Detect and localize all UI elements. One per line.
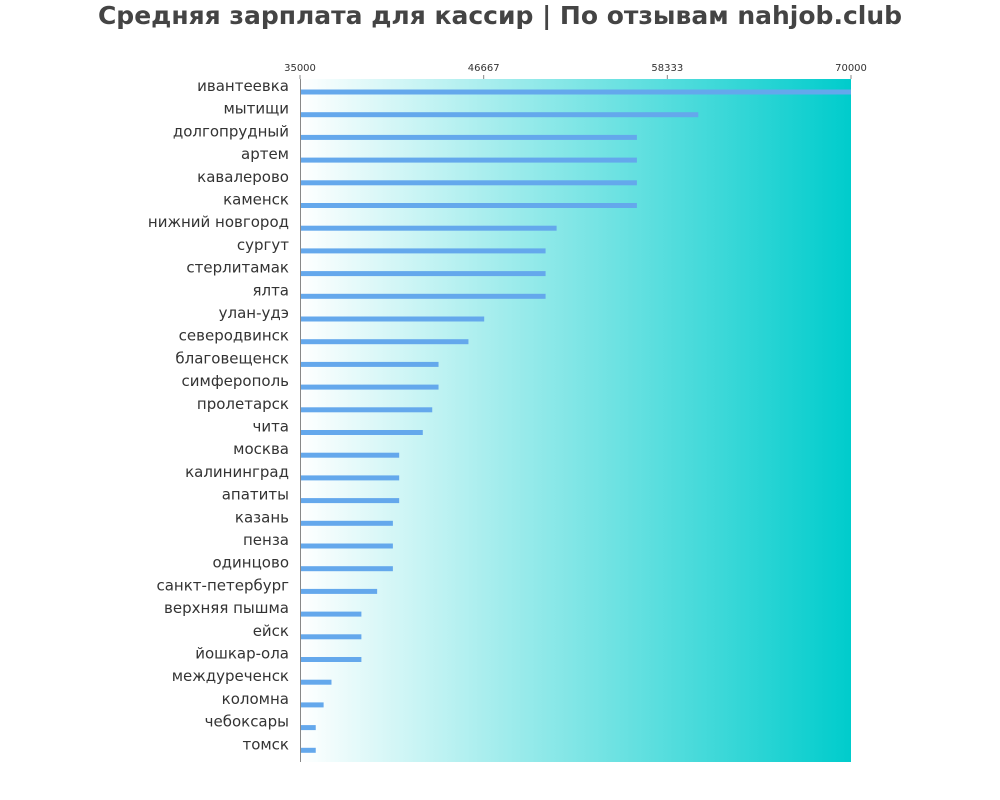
x-tick-label: 58333	[651, 63, 683, 74]
bar-19	[300, 520, 393, 526]
chart-title: Средняя зарплата для кассир | По отзывам…	[97, 1, 903, 30]
category-label: долгопрудный	[173, 122, 289, 140]
bar-10	[300, 316, 485, 322]
bar-0	[300, 89, 851, 95]
bar-25	[300, 657, 362, 662]
x-tick-label: 35000	[284, 63, 316, 74]
bar-6	[300, 225, 557, 231]
bar-29	[300, 747, 316, 753]
category-label: ивантеевка	[197, 77, 289, 95]
category-label: междуреченск	[172, 667, 289, 685]
bar-16	[300, 452, 400, 458]
category-label: симферополь	[182, 372, 289, 390]
category-label: мытищи	[223, 100, 289, 118]
bar-15	[300, 430, 423, 435]
bar-20	[300, 543, 393, 549]
bar-11	[300, 339, 469, 345]
bar-4	[300, 180, 637, 186]
category-label: верхняя пышма	[164, 599, 289, 617]
category-label: ейск	[253, 622, 289, 640]
bars	[300, 89, 851, 753]
category-label: калининград	[185, 463, 289, 481]
bar-18	[300, 498, 400, 504]
category-labels: ивантеевка мытищи долгопрудный артем кавалер…	[148, 77, 289, 753]
bar-1	[300, 112, 699, 118]
bar-21	[300, 566, 393, 572]
category-label: чебоксары	[205, 713, 289, 731]
category-label: чита	[252, 418, 289, 436]
bar-14	[300, 407, 433, 413]
bar-23	[300, 611, 362, 617]
category-label: одинцово	[212, 554, 289, 572]
bar-27	[300, 702, 324, 708]
bar-17	[300, 475, 400, 481]
category-label: каменск	[223, 191, 289, 209]
category-label: благовещенск	[175, 349, 289, 367]
category-label: артем	[241, 145, 289, 163]
category-label: стерлитамак	[186, 259, 289, 277]
bar-24	[300, 634, 362, 640]
bar-2	[300, 134, 637, 140]
category-label: томск	[242, 735, 289, 753]
bar-5	[300, 203, 637, 208]
bar-8	[300, 271, 546, 277]
category-label: сургут	[237, 236, 289, 254]
bar-7	[300, 248, 546, 254]
category-label: пролетарск	[197, 395, 289, 413]
bar-13	[300, 384, 439, 390]
category-label: пенза	[243, 531, 289, 549]
bar-22	[300, 588, 378, 594]
category-label: улан-удэ	[219, 304, 289, 322]
x-tick-label: 46667	[468, 63, 500, 74]
bar-12	[300, 361, 439, 367]
category-label: москва	[233, 440, 289, 458]
bar-9	[300, 293, 546, 299]
x-tick-label: 70000	[835, 63, 867, 74]
category-label: кавалерово	[197, 168, 289, 186]
category-label: нижний новгород	[148, 213, 289, 231]
plot-background	[300, 79, 851, 762]
bar-3	[300, 157, 637, 163]
category-label: ялта	[252, 281, 289, 299]
x-axis-ticks: 35000 46667 58333 70000	[284, 63, 867, 79]
category-label: санкт-петербург	[156, 576, 289, 594]
category-label: апатиты	[222, 486, 289, 504]
bar-28	[300, 725, 316, 731]
category-label: северодвинск	[179, 327, 289, 345]
category-label: казань	[235, 508, 289, 526]
category-label: йошкар-ола	[195, 645, 289, 663]
bar-26	[300, 679, 332, 685]
category-label: коломна	[222, 690, 289, 708]
